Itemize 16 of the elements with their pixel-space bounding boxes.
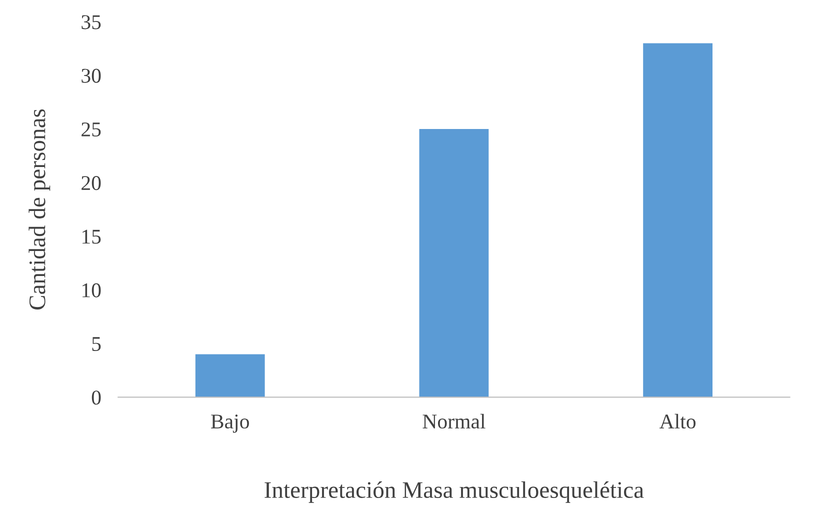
bar: [419, 129, 489, 398]
y-tick-label: 30: [82, 68, 101, 83]
y-tick-label: 10: [82, 283, 101, 298]
y-tick-label: 5: [92, 337, 101, 352]
y-tick-label: 25: [82, 122, 101, 136]
y-axis-title: Cantidad de personas: [28, 109, 50, 310]
bar: [195, 354, 265, 398]
y-tick-label: 0: [92, 390, 101, 405]
y-tick-label: 35: [82, 15, 101, 30]
x-tick-label: Bajo: [211, 414, 249, 433]
x-axis-title: Interpretación Masa musculoesquelética: [264, 481, 644, 503]
x-tick-label: Alto: [659, 414, 696, 429]
y-tick-label: 15: [82, 230, 101, 244]
bar: [643, 43, 713, 398]
y-tick-label: 20: [82, 176, 101, 190]
x-tick-label: Normal: [422, 414, 486, 429]
